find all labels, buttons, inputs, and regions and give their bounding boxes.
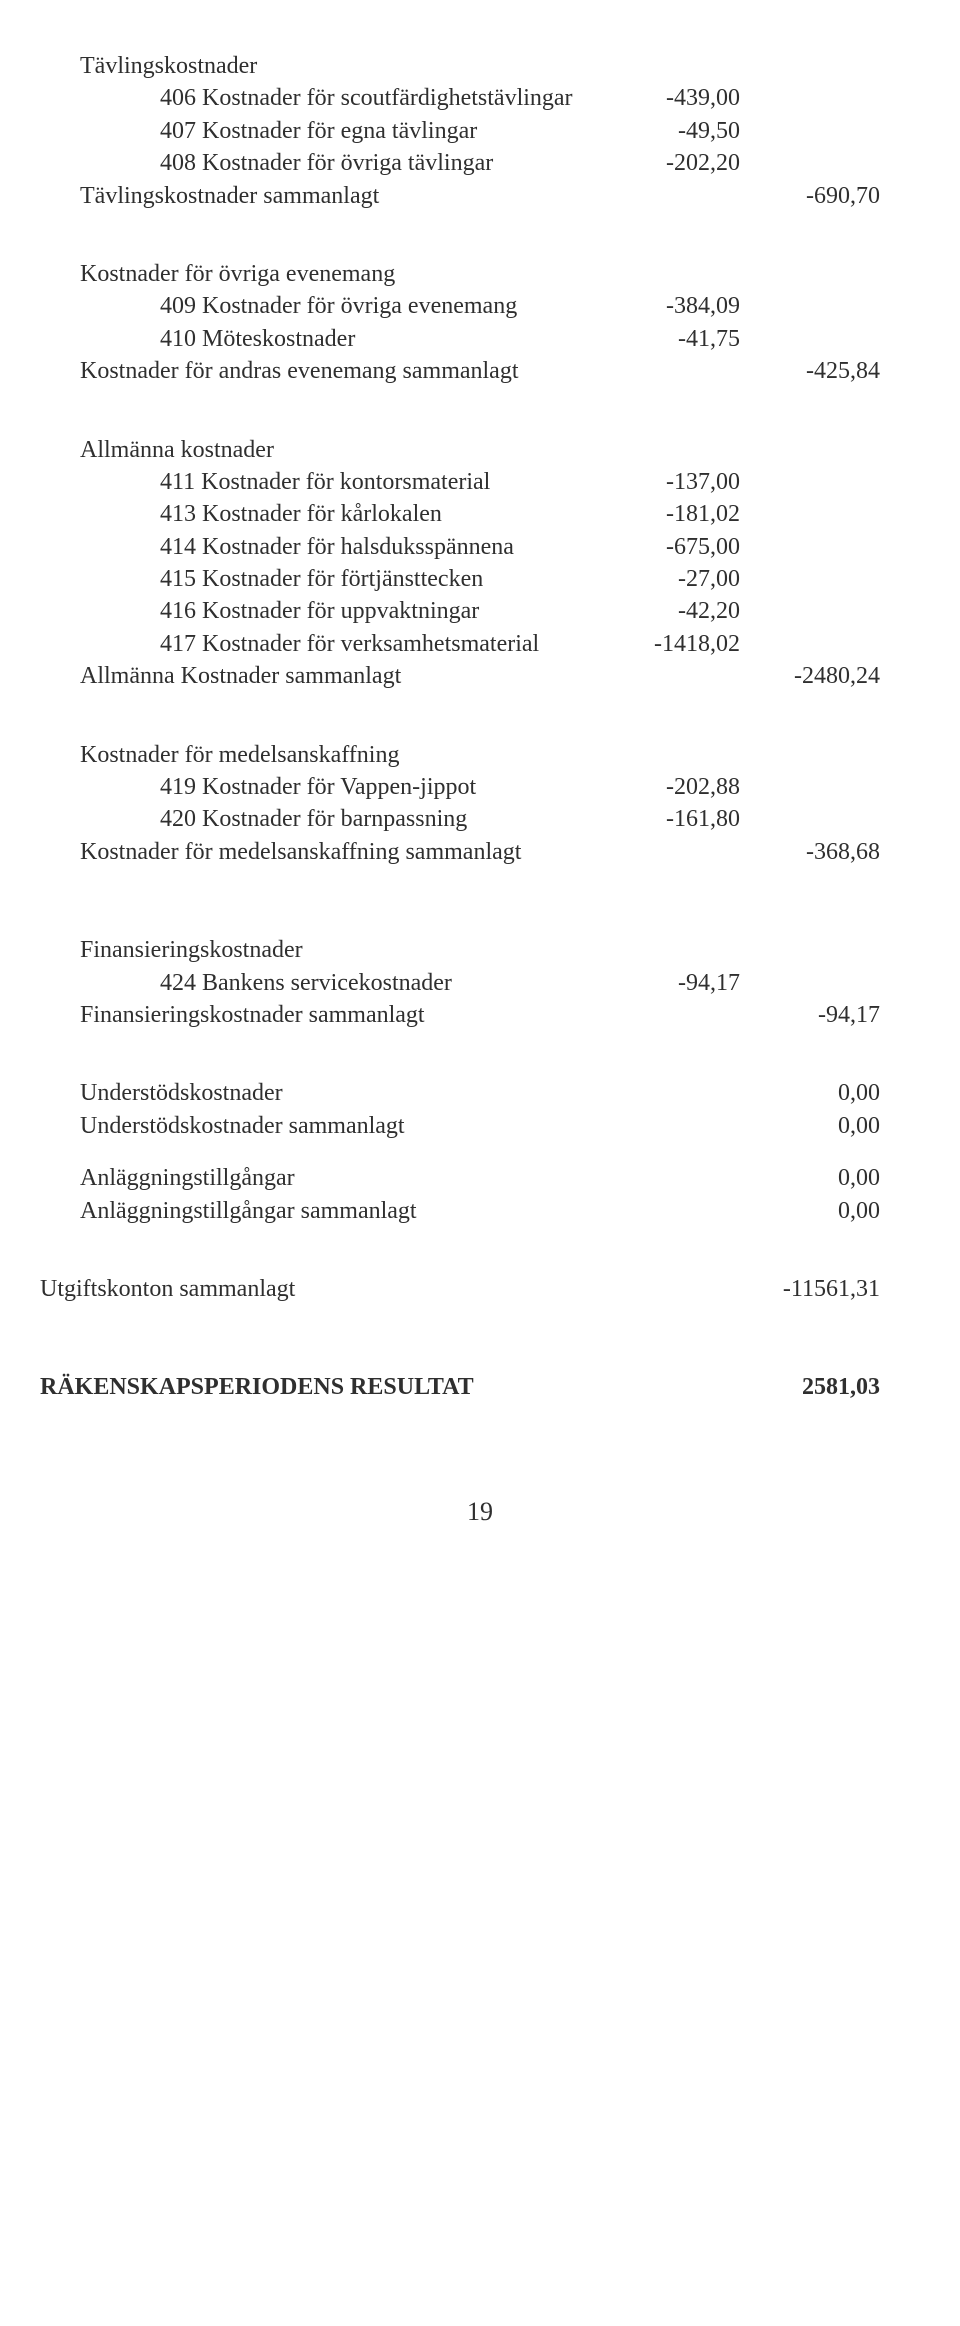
section-footer-col2: -368,68	[740, 836, 880, 868]
section-footer-col2: -94,17	[740, 999, 880, 1031]
line-label: 410 Möteskostnader	[160, 323, 600, 355]
simple-row-col2: 0,00	[740, 1110, 880, 1142]
result-label: RÄKENSKAPSPERIODENS RESULTAT	[40, 1371, 600, 1403]
simple-row-label: Understödskostnader sammanlagt	[80, 1110, 600, 1142]
line-col1: -675,00	[600, 531, 740, 563]
line-label: 417 Kostnader för verksamhetsmaterial	[160, 628, 600, 660]
line-col1: -1418,02	[600, 628, 740, 660]
section-title: Kostnader för övriga evenemang	[80, 258, 600, 290]
section-title: Allmänna kostnader	[80, 434, 600, 466]
section-title: Finansieringskostnader	[80, 934, 600, 966]
total-label: Utgiftskonton sammanlagt	[40, 1273, 600, 1305]
section-footer-label: Kostnader för medelsanskaffning sammanla…	[80, 836, 600, 868]
section-title: Kostnader för medelsanskaffning	[80, 739, 600, 771]
line-col1: -202,20	[600, 147, 740, 179]
line-label: 414 Kostnader för halsduksspännena	[160, 531, 600, 563]
total-value: -11561,31	[740, 1273, 880, 1305]
line-col1: -49,50	[600, 115, 740, 147]
line-label: 424 Bankens servicekostnader	[160, 967, 600, 999]
section-title: Tävlingskostnader	[80, 50, 600, 82]
section-footer-label: Kostnader för andras evenemang sammanlag…	[80, 355, 600, 387]
simple-row-col2: 0,00	[740, 1162, 880, 1194]
simple-row-label: Anläggningstillgångar sammanlagt	[80, 1195, 600, 1227]
line-col1: -161,80	[600, 803, 740, 835]
line-label: 407 Kostnader för egna tävlingar	[160, 115, 600, 147]
line-col1: -41,75	[600, 323, 740, 355]
section-footer-col2: -425,84	[740, 355, 880, 387]
section-footer-label: Tävlingskostnader sammanlagt	[80, 180, 600, 212]
line-col1: -181,02	[600, 498, 740, 530]
line-label: 416 Kostnader för uppvaktningar	[160, 595, 600, 627]
line-col1: -94,17	[600, 967, 740, 999]
line-label: 408 Kostnader för övriga tävlingar	[160, 147, 600, 179]
line-col1: -384,09	[600, 290, 740, 322]
line-label: 415 Kostnader för förtjänsttecken	[160, 563, 600, 595]
simple-row-label: Anläggningstillgångar	[80, 1162, 600, 1194]
simple-row-label: Understödskostnader	[80, 1077, 600, 1109]
line-col1: -439,00	[600, 82, 740, 114]
line-label: 409 Kostnader för övriga evenemang	[160, 290, 600, 322]
line-label: 419 Kostnader för Vappen-jippot	[160, 771, 600, 803]
section-footer-col2: -690,70	[740, 180, 880, 212]
line-col1: -137,00	[600, 466, 740, 498]
line-label: 411 Kostnader för kontorsmaterial	[160, 466, 600, 498]
section-footer-label: Allmänna Kostnader sammanlagt	[80, 660, 600, 692]
section-footer-col2: -2480,24	[740, 660, 880, 692]
simple-row-col2: 0,00	[740, 1077, 880, 1109]
line-label: 413 Kostnader för kårlokalen	[160, 498, 600, 530]
line-label: 406 Kostnader för scoutfärdighetstävling…	[160, 82, 600, 114]
simple-row-col2: 0,00	[740, 1195, 880, 1227]
result-value: 2581,03	[740, 1371, 880, 1403]
line-col1: -27,00	[600, 563, 740, 595]
section-footer-label: Finansieringskostnader sammanlagt	[80, 999, 600, 1031]
line-col1: -42,20	[600, 595, 740, 627]
page-number: 19	[80, 1494, 880, 1529]
line-label: 420 Kostnader för barnpassning	[160, 803, 600, 835]
line-col1: -202,88	[600, 771, 740, 803]
